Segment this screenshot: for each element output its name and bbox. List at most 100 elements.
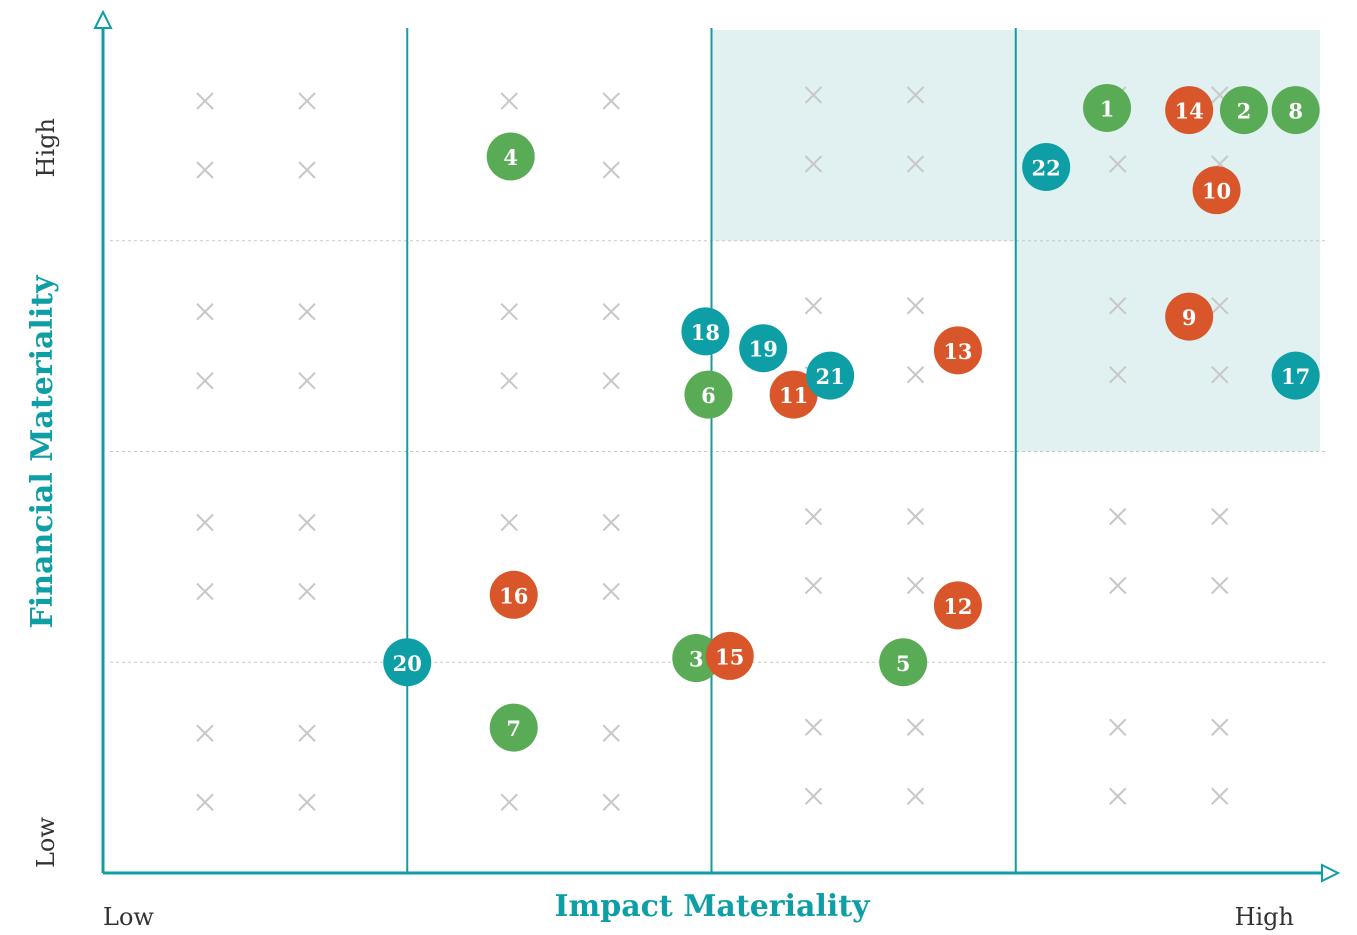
cross <box>500 372 518 390</box>
cross <box>500 303 518 321</box>
cross <box>1211 366 1229 384</box>
point-label: 4 <box>503 145 518 170</box>
cross <box>1109 576 1127 595</box>
cross <box>602 372 620 390</box>
cross <box>1109 787 1127 805</box>
highlight-zone <box>1015 240 1320 452</box>
cross <box>1109 297 1127 315</box>
cross <box>196 161 214 179</box>
cross <box>804 86 823 104</box>
point-label: 15 <box>715 644 744 669</box>
cross <box>804 155 823 173</box>
cross <box>500 793 518 811</box>
y-axis-title: Financial Materiality <box>25 274 60 629</box>
cross <box>804 576 823 595</box>
point <box>806 351 855 400</box>
cross <box>500 513 518 532</box>
point <box>769 370 818 419</box>
cross <box>602 92 620 110</box>
cross <box>906 155 925 173</box>
cross <box>906 718 925 736</box>
point-label: 11 <box>779 383 808 408</box>
cross <box>1109 507 1127 526</box>
cross <box>906 787 925 805</box>
point <box>684 370 733 419</box>
point-label: 10 <box>1202 179 1231 204</box>
point <box>1219 86 1268 135</box>
cross <box>1211 718 1229 736</box>
cross <box>196 92 214 110</box>
cross <box>298 303 316 321</box>
point-label: 21 <box>816 364 845 389</box>
point <box>933 326 982 375</box>
cross <box>602 513 620 532</box>
point <box>705 631 754 680</box>
cross <box>196 582 214 601</box>
cross <box>602 303 620 321</box>
x-axis-title: Impact Materiality <box>554 889 871 924</box>
cross <box>500 92 518 110</box>
point-label: 19 <box>749 337 778 362</box>
cross <box>196 513 214 532</box>
cross <box>804 787 823 805</box>
cross <box>1109 366 1127 384</box>
cross <box>298 724 316 742</box>
cross <box>804 297 823 315</box>
point <box>933 581 982 630</box>
point <box>1165 292 1214 341</box>
x-tick-label: Low <box>103 903 154 931</box>
cross <box>906 86 925 104</box>
point <box>1192 166 1241 215</box>
point <box>489 703 538 752</box>
cross <box>602 582 620 601</box>
cross <box>298 793 316 811</box>
point-label: 12 <box>943 594 972 619</box>
point-label: 6 <box>701 383 716 408</box>
x-tick-label: High <box>1235 903 1294 931</box>
cross <box>196 724 214 742</box>
cross <box>298 161 316 179</box>
cross <box>298 513 316 532</box>
point-label: 16 <box>499 583 528 608</box>
x-axis-arrow <box>1321 863 1341 883</box>
point <box>489 570 538 619</box>
point <box>739 324 788 373</box>
cross <box>1109 155 1127 173</box>
point-label: 13 <box>943 339 972 364</box>
point <box>681 307 730 356</box>
point <box>1083 83 1132 132</box>
cross <box>1109 718 1127 736</box>
point-label: 2 <box>1237 99 1252 124</box>
cross <box>196 793 214 811</box>
cross <box>196 372 214 390</box>
point-label: 20 <box>393 651 422 676</box>
cross <box>1211 576 1229 595</box>
cross <box>804 507 823 526</box>
cross <box>804 718 823 736</box>
point-label: 17 <box>1281 364 1310 389</box>
cross <box>298 582 316 601</box>
point <box>486 132 535 181</box>
cross <box>298 92 316 110</box>
point <box>879 638 928 687</box>
cross <box>602 161 620 179</box>
cross <box>602 793 620 811</box>
point-label: 9 <box>1182 305 1197 330</box>
point-label: 5 <box>896 651 911 676</box>
point-label: 1 <box>1100 96 1115 121</box>
cross <box>1211 507 1229 526</box>
cross <box>906 576 925 595</box>
y-axis-arrow <box>93 9 113 29</box>
cross <box>1211 297 1229 315</box>
point <box>1022 142 1071 191</box>
point <box>1271 351 1320 400</box>
point-label: 8 <box>1288 99 1303 124</box>
cross <box>906 366 925 384</box>
point-label: 7 <box>506 716 521 741</box>
y-tick-label: Low <box>32 817 60 868</box>
cross <box>906 297 925 315</box>
background <box>93 9 1341 883</box>
cross <box>602 724 620 742</box>
point-label: 18 <box>691 320 720 345</box>
